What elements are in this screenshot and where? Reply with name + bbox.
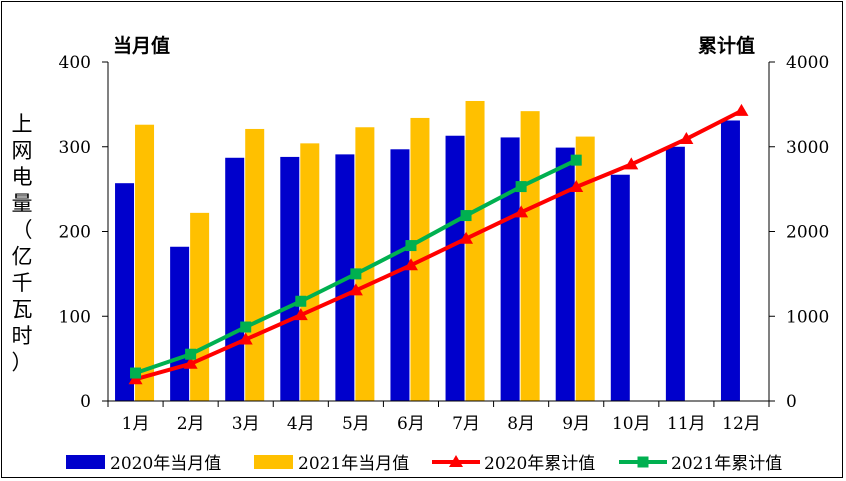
right-tick-label: 1000: [786, 307, 829, 327]
legend-item-3-marker: [449, 455, 463, 467]
bar-2020-6: [390, 149, 410, 401]
right-tick-label: 2000: [786, 223, 829, 243]
point-2020-12: [734, 103, 749, 116]
bar-2021-8: [520, 111, 540, 401]
left-tick-label: 0: [80, 392, 91, 412]
x-tick-label: 3月: [232, 414, 260, 434]
x-tick-label: 6月: [397, 414, 425, 434]
point-2021-3: [240, 321, 252, 333]
point-2021-8: [515, 181, 527, 193]
point-2020-9: [569, 180, 584, 193]
right-axis-title: 累计值: [698, 34, 755, 57]
legend-item-1-swatch: [66, 455, 105, 469]
point-2020-7: [459, 231, 474, 244]
legend-item-3-label: 2020年累计值: [484, 454, 595, 474]
left-tick-label: 200: [59, 223, 91, 243]
bar-2020-1: [115, 183, 135, 401]
legend-item-1-label: 2020年当月值: [110, 454, 221, 474]
point-2020-6: [403, 258, 418, 271]
x-tick-label: 12月: [722, 414, 761, 434]
right-tick-label: 3000: [786, 138, 829, 158]
line-2020-cumulative: [135, 109, 743, 382]
point-2021-7: [460, 210, 472, 222]
point-2020-4: [293, 308, 308, 321]
point-2021-9: [570, 154, 582, 166]
bar-2020-3: [225, 157, 245, 401]
x-tick-label: 7月: [452, 414, 480, 434]
point-2021-5: [350, 268, 362, 280]
point-2020-3: [238, 332, 253, 345]
x-tick-label: 9月: [562, 414, 590, 434]
x-tick-label: 4月: [287, 414, 315, 434]
bar-2020-12: [720, 120, 740, 401]
left-axis-title: 当月值: [113, 34, 170, 57]
right-tick-label: 0: [786, 392, 797, 412]
bar-2021-3: [245, 128, 265, 401]
point-2021-1: [130, 367, 142, 379]
point-2020-8: [514, 205, 529, 218]
point-2021-4: [295, 295, 307, 307]
bar-2020-7: [445, 135, 465, 402]
legend-item-2-swatch: [254, 455, 293, 469]
legend-item-1: 2020年当月值: [66, 454, 221, 474]
left-tick-label: 100: [59, 307, 91, 327]
point-2021-2: [185, 348, 197, 360]
legend-item-2: 2021年当月值: [254, 454, 409, 474]
left-tick-label: 300: [59, 138, 91, 158]
x-tick-label: 10月: [612, 414, 651, 434]
legend-item-4: 2021年累计值: [619, 454, 782, 474]
bar-2020-8: [500, 137, 520, 402]
bar-2021-4: [300, 143, 320, 402]
point-2020-5: [348, 283, 363, 296]
right-tick-label: 4000: [786, 53, 829, 73]
legend-item-4-label: 2021年累计值: [671, 454, 782, 474]
bar-2021-2: [190, 212, 210, 401]
bar-2020-11: [665, 146, 685, 401]
legend-item-3: 2020年累计值: [432, 454, 595, 474]
bar-2021-7: [465, 100, 485, 402]
bar-2020-4: [280, 156, 300, 401]
x-tick-label: 2月: [177, 414, 205, 434]
x-tick-label: 8月: [507, 414, 535, 434]
legend-item-2-label: 2021年当月值: [298, 454, 409, 474]
bar-2021-1: [135, 124, 155, 401]
x-tick-label: 1月: [122, 414, 150, 434]
legend-item-4-marker: [637, 456, 649, 468]
y-axis-label: 上网电量（亿千瓦时）: [12, 112, 33, 375]
x-tick-label: 5月: [342, 414, 370, 434]
y-axis-label-text: 上网电量（亿千瓦时）: [12, 112, 33, 375]
point-2020-10: [624, 157, 639, 170]
point-2021-6: [405, 240, 417, 252]
bar-2021-5: [355, 127, 375, 401]
left-tick-label: 400: [59, 53, 91, 73]
point-2020-2: [183, 356, 198, 369]
bar-2020-2: [170, 246, 190, 401]
x-tick-label: 11月: [667, 414, 706, 434]
bar-2020-10: [610, 174, 630, 401]
bar-2020-9: [555, 147, 575, 401]
bar-2021-9: [575, 136, 595, 401]
point-2020-11: [679, 131, 694, 144]
